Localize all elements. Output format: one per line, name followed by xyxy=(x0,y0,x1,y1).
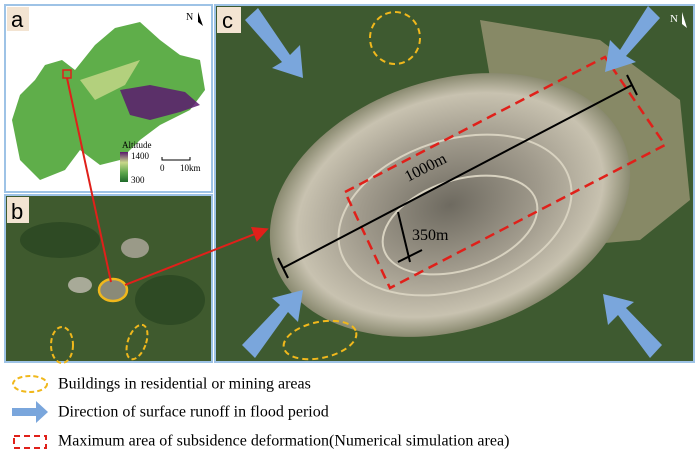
length-tick xyxy=(277,257,289,279)
label-bg xyxy=(7,7,29,31)
legend: Buildings in residential or mining areas… xyxy=(12,375,509,450)
north-arrow xyxy=(682,12,687,28)
runoff-arrow xyxy=(605,6,660,72)
building-area xyxy=(282,319,358,361)
panel-label: b xyxy=(11,199,23,224)
bench xyxy=(337,133,573,297)
north-arrow xyxy=(198,12,203,26)
clearing xyxy=(68,277,92,293)
connector xyxy=(124,226,269,286)
legend-max: 1400 xyxy=(131,151,150,161)
simulation-area xyxy=(343,55,667,290)
length-tick xyxy=(626,74,638,96)
panel-label: a xyxy=(11,7,24,32)
building-area xyxy=(125,323,149,361)
panel-label: c xyxy=(222,8,233,33)
building-area xyxy=(50,326,74,364)
legend-text: Direction of surface runoff in flood per… xyxy=(58,404,329,421)
region-shape xyxy=(12,22,205,180)
legend-text: Maximum area of subsidence deformation(N… xyxy=(58,433,509,450)
label-bg xyxy=(7,197,29,223)
midland xyxy=(80,60,140,100)
depth-label: 350m xyxy=(412,227,449,244)
scale-bar xyxy=(161,157,191,161)
runoff-arrow xyxy=(603,294,662,358)
panel-c: 1000m 350m N c xyxy=(214,4,695,363)
depth-line xyxy=(397,211,411,263)
north-label: N xyxy=(186,12,193,23)
scale-start: 0 xyxy=(160,163,165,173)
scale-end: 10km xyxy=(180,163,201,173)
connector xyxy=(66,77,112,283)
altitude-bar xyxy=(120,152,128,182)
legend-min: 300 xyxy=(131,175,145,185)
forest xyxy=(135,275,205,325)
pit-outline xyxy=(97,277,129,303)
clearing xyxy=(121,238,149,258)
legend-arrow-symbol xyxy=(12,401,48,423)
legend-building-symbol xyxy=(12,375,48,393)
panel-a: Altitude 1400 300 0 10km N a xyxy=(4,4,213,193)
length-line xyxy=(282,84,633,269)
legend-text: Buildings in residential or mining areas xyxy=(58,376,311,393)
legend-title: Altitude xyxy=(122,140,152,150)
highland xyxy=(120,85,200,120)
open-pit xyxy=(269,73,631,337)
forest xyxy=(20,222,100,258)
runoff-arrows xyxy=(242,6,662,358)
depth-tick xyxy=(397,249,423,263)
runoff-arrow xyxy=(242,290,303,358)
north-label: N xyxy=(670,13,678,25)
legend-area-symbol xyxy=(13,435,47,449)
building-area xyxy=(369,11,421,65)
runoff-arrow xyxy=(245,8,303,78)
panel-b: b xyxy=(4,194,213,364)
label-bg xyxy=(217,7,241,33)
